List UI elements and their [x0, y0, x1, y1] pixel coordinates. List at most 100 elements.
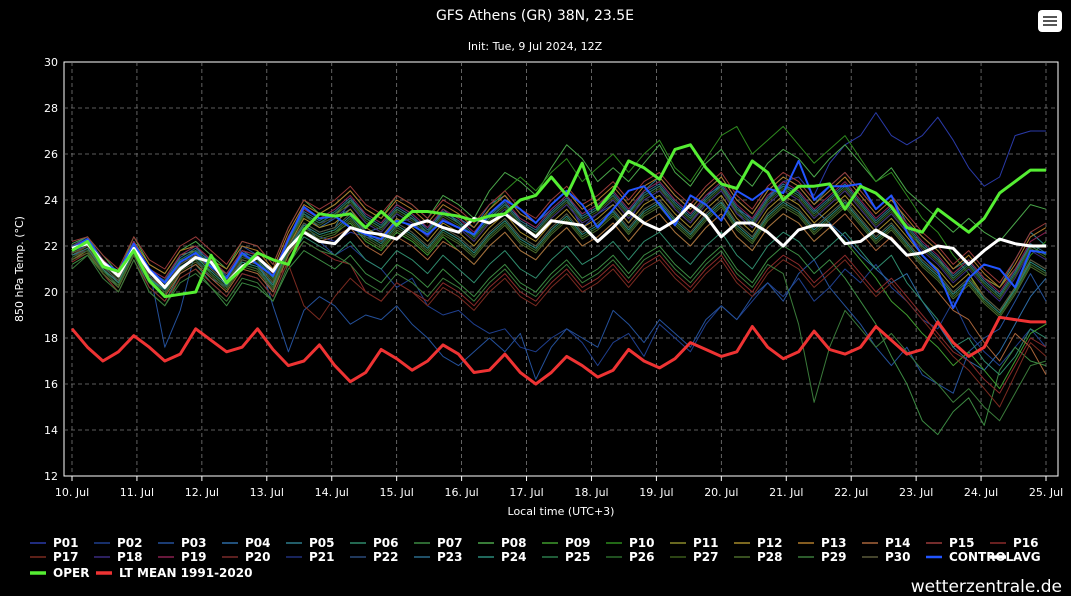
legend-item-p06[interactable]: P06	[350, 536, 399, 550]
legend-label: P21	[309, 550, 335, 564]
legend-label: P02	[117, 536, 143, 550]
x-tick-label: 25. Jul	[1029, 486, 1063, 499]
legend-item-oper[interactable]: OPER	[30, 566, 89, 580]
legend-item-p02[interactable]: P02	[94, 536, 143, 550]
series-line-control	[71, 159, 1047, 310]
legend-item-p21[interactable]: P21	[286, 550, 335, 564]
legend-item-p01[interactable]: P01	[30, 536, 79, 550]
series-line-p16	[71, 240, 1047, 394]
legend-item-control[interactable]: CONTROL	[926, 550, 1014, 564]
legend-label: AVG	[1013, 550, 1041, 564]
legend-label: P30	[885, 550, 911, 564]
x-tick-label: 15. Jul	[380, 486, 414, 499]
legend-item-avg[interactable]: AVG	[990, 550, 1041, 564]
legend-label: P29	[821, 550, 847, 564]
legend-item-p25[interactable]: P25	[542, 550, 591, 564]
x-tick-label: 23. Jul	[899, 486, 933, 499]
y-tick-label: 16	[44, 378, 58, 391]
y-tick-label: 30	[44, 56, 58, 69]
series-line-p29	[71, 240, 1047, 422]
legend-item-p10[interactable]: P10	[606, 536, 655, 550]
y-tick-label: 18	[44, 332, 58, 345]
x-tick-label: 18. Jul	[574, 486, 608, 499]
legend-label: P17	[53, 550, 79, 564]
legend-item-p29[interactable]: P29	[798, 550, 847, 564]
legend-label: P03	[181, 536, 207, 550]
legend-item-p30[interactable]: P30	[862, 550, 911, 564]
y-tick-label: 22	[44, 240, 58, 253]
legend-item-p03[interactable]: P03	[158, 536, 207, 550]
legend-item-p23[interactable]: P23	[414, 550, 463, 564]
y-tick-label: 12	[44, 470, 58, 483]
menu-line	[1043, 20, 1057, 22]
y-axis: 12 14 16 18 20 22 24 26 28 30	[44, 56, 58, 483]
legend-item-p15[interactable]: P15	[926, 536, 975, 550]
legend-label: CONTROL	[949, 550, 1014, 564]
legend[interactable]: P01 P02 P03 P04 P05 P06 P07 P08 P09 P10 P11 P12 P13 P…	[30, 536, 1041, 580]
legend-label: P28	[757, 550, 783, 564]
legend-item-p17[interactable]: P17	[30, 550, 79, 564]
legend-item-p04[interactable]: P04	[222, 536, 271, 550]
legend-label: P15	[949, 536, 975, 550]
legend-label: P23	[437, 550, 463, 564]
x-tick-label: 14. Jul	[315, 486, 349, 499]
legend-label: P16	[1013, 536, 1039, 550]
legend-label: P27	[693, 550, 719, 564]
x-tick-label: 16. Jul	[444, 486, 478, 499]
legend-label: OPER	[53, 566, 89, 580]
legend-item-p22[interactable]: P22	[350, 550, 399, 564]
menu-line	[1043, 24, 1057, 26]
legend-item-p09[interactable]: P09	[542, 536, 591, 550]
menu-line	[1043, 16, 1057, 18]
series-line-p27	[71, 188, 1047, 300]
x-tick-label: 10. Jul	[55, 486, 89, 499]
x-axis: 10. Jul 11. Jul 12. Jul 13. Jul 14. Jul 15. J…	[55, 476, 1063, 499]
legend-item-p08[interactable]: P08	[478, 536, 527, 550]
legend-label: P12	[757, 536, 783, 550]
legend-item-p19[interactable]: P19	[158, 550, 207, 564]
series-line-p07	[71, 245, 1047, 436]
x-tick-label: 12. Jul	[185, 486, 219, 499]
legend-item-p18[interactable]: P18	[94, 550, 143, 564]
legend-label: P04	[245, 536, 271, 550]
legend-label: LT MEAN 1991-2020	[119, 566, 252, 580]
series-line-p19	[71, 181, 1047, 293]
legend-item-p05[interactable]: P05	[286, 536, 335, 550]
legend-label: P14	[885, 536, 911, 550]
plot-frame	[63, 61, 1059, 477]
legend-label: P05	[309, 536, 335, 550]
series-line-p14	[71, 213, 1047, 376]
series-line-lt-mean-1991-2020	[70, 315, 1046, 386]
legend-label: P25	[565, 550, 591, 564]
legend-label: P01	[53, 536, 79, 550]
hamburger-menu-icon[interactable]	[1038, 10, 1062, 32]
legend-item-p27[interactable]: P27	[670, 550, 719, 564]
legend-item-p14[interactable]: P14	[862, 536, 911, 550]
y-tick-label: 28	[44, 102, 58, 115]
legend-item-p24[interactable]: P24	[478, 550, 527, 564]
y-tick-label: 26	[44, 148, 58, 161]
legend-item-p11[interactable]: P11	[670, 536, 719, 550]
legend-label: P08	[501, 536, 527, 550]
legend-item-p20[interactable]: P20	[222, 550, 271, 564]
legend-label: P10	[629, 536, 655, 550]
legend-item-p13[interactable]: P13	[798, 536, 847, 550]
legend-item-p12[interactable]: P12	[734, 536, 783, 550]
legend-item-p07[interactable]: P07	[414, 536, 463, 550]
x-axis-label: Local time (UTC+3)	[508, 505, 615, 518]
y-tick-label: 20	[44, 286, 58, 299]
legend-label: P18	[117, 550, 143, 564]
legend-item-p28[interactable]: P28	[734, 550, 783, 564]
chart-title: GFS Athens (GR) 38N, 23.5E	[436, 8, 634, 24]
series-line-p28	[71, 206, 1047, 318]
series-line-p06	[71, 231, 1047, 376]
legend-item-p16[interactable]: P16	[990, 536, 1039, 550]
legend-item-lt-mean-1991-2020[interactable]: LT MEAN 1991-2020	[96, 566, 252, 580]
credit-text: wetterzentrale.de	[911, 577, 1062, 596]
series-lines	[70, 112, 1047, 436]
legend-item-p26[interactable]: P26	[606, 550, 655, 564]
legend-label: P20	[245, 550, 271, 564]
chart-subtitle: Init: Tue, 9 Jul 2024, 12Z	[468, 40, 603, 53]
x-tick-label: 11. Jul	[120, 486, 154, 499]
